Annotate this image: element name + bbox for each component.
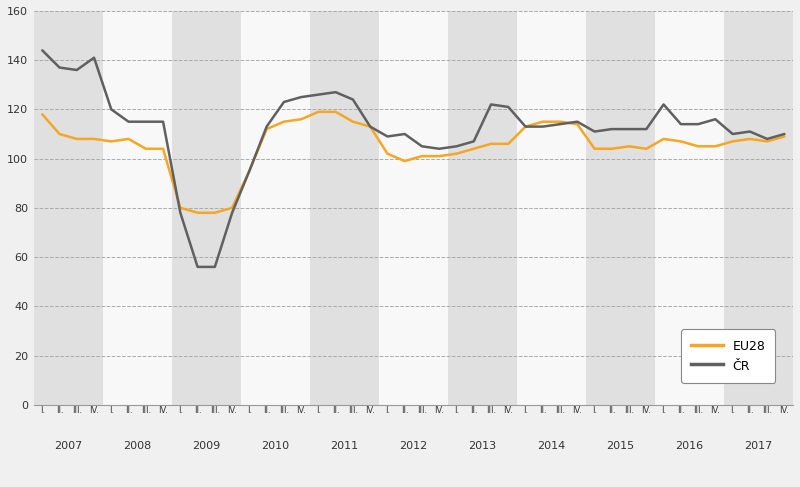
Text: 2015: 2015 [606, 441, 634, 451]
Text: 2016: 2016 [675, 441, 703, 451]
Text: 2017: 2017 [745, 441, 773, 451]
Text: 2010: 2010 [261, 441, 290, 451]
Text: 2012: 2012 [399, 441, 427, 451]
Text: 2007: 2007 [54, 441, 82, 451]
Text: 2008: 2008 [123, 441, 151, 451]
Text: 2009: 2009 [192, 441, 220, 451]
Legend: EU28, ČR: EU28, ČR [682, 329, 775, 383]
Bar [310, 11, 379, 405]
Bar [586, 11, 655, 405]
Text: 2014: 2014 [538, 441, 566, 451]
Bar [34, 11, 793, 405]
Bar [172, 11, 241, 405]
Bar [448, 11, 517, 405]
Text: 2013: 2013 [468, 441, 497, 451]
Bar [34, 11, 102, 405]
Text: 2011: 2011 [330, 441, 358, 451]
Bar [724, 11, 793, 405]
